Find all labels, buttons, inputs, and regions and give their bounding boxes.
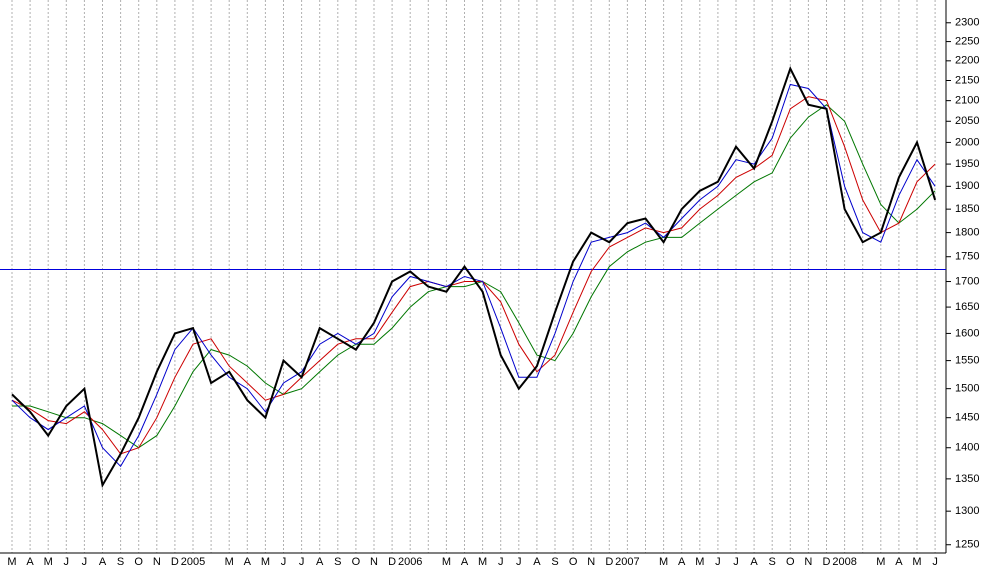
y-tick-label: 1750 (955, 251, 979, 263)
x-tick-label: O (134, 556, 143, 568)
x-tick-label: M (261, 556, 270, 568)
x-tick-label: A (316, 556, 324, 568)
x-tick-label: N (587, 556, 595, 568)
y-tick-label: 2300 (955, 17, 979, 29)
x-tick-label: M (225, 556, 234, 568)
x-tick-label: M (876, 556, 885, 568)
y-tick-label: 1850 (955, 203, 979, 215)
x-tick-label: D (171, 556, 179, 568)
y-tick-label: 2250 (955, 35, 979, 47)
moving-average (12, 104, 936, 449)
x-tick-label: M (44, 556, 53, 568)
x-tick-label: J (733, 556, 739, 568)
x-tick-label: S (769, 556, 776, 568)
y-tick-label: 1350 (955, 473, 979, 485)
x-tick-label: J (64, 556, 70, 568)
x-tick-label: J (498, 556, 504, 568)
x-tick-label: S (334, 556, 341, 568)
x-tick-label: M (478, 556, 487, 568)
x-tick-label: O (352, 556, 361, 568)
x-tick-label: A (244, 556, 252, 568)
y-tick-label: 1650 (955, 301, 979, 313)
y-tick-label: 2100 (955, 95, 979, 107)
moving-average (11, 96, 936, 455)
y-tick-label: 1600 (955, 327, 979, 339)
x-tick-label: N (153, 556, 161, 568)
x-tick-label: A (533, 556, 541, 568)
y-tick-label: 1300 (955, 505, 979, 517)
x-tick-label: A (895, 556, 903, 568)
y-tick-label: 1800 (955, 227, 979, 239)
x-tick-label: J (516, 556, 522, 568)
y-tick-label: 1700 (955, 275, 979, 287)
x-tick-label: J (281, 556, 287, 568)
y-tick-label: 1550 (955, 355, 979, 367)
x-tick-label: M (7, 556, 16, 568)
x-tick-label: M (912, 556, 921, 568)
x-tick-label: 2005 (181, 556, 205, 568)
x-tick-label: N (804, 556, 812, 568)
y-tick-label: 2200 (955, 55, 979, 67)
x-tick-label: D (388, 556, 396, 568)
x-tick-label: J (299, 556, 305, 568)
x-tick-label: D (605, 556, 613, 568)
x-tick-label: M (659, 556, 668, 568)
x-tick-label: O (569, 556, 578, 568)
x-tick-label: 2008 (832, 556, 856, 568)
x-tick-label: 2006 (398, 556, 422, 568)
x-tick-label: M (695, 556, 704, 568)
x-tick-label: S (551, 556, 558, 568)
price-line (11, 66, 937, 489)
x-tick-label: J (715, 556, 721, 568)
y-tick-label: 1900 (955, 180, 979, 192)
x-tick-label: 2007 (615, 556, 639, 568)
x-tick-label: A (750, 556, 758, 568)
x-tick-label: M (442, 556, 451, 568)
y-tick-label: 2150 (955, 74, 979, 86)
x-tick-label: A (26, 556, 34, 568)
x-tick-label: N (370, 556, 378, 568)
x-tick-label: A (678, 556, 686, 568)
y-tick-label: 1400 (955, 442, 979, 454)
y-tick-label: 1450 (955, 412, 979, 424)
x-tick-label: J (82, 556, 88, 568)
y-tick-label: 2050 (955, 115, 979, 127)
y-tick-label: 2000 (955, 136, 979, 148)
x-tick-label: A (461, 556, 469, 568)
x-tick-label: O (786, 556, 795, 568)
x-tick-label: J (932, 556, 938, 568)
x-tick-label: A (99, 556, 107, 568)
y-tick-label: 1950 (955, 158, 979, 170)
x-tick-label: S (117, 556, 124, 568)
y-tick-label: 1500 (955, 383, 979, 395)
y-tick-label: 1250 (955, 539, 979, 551)
x-tick-label: D (823, 556, 831, 568)
